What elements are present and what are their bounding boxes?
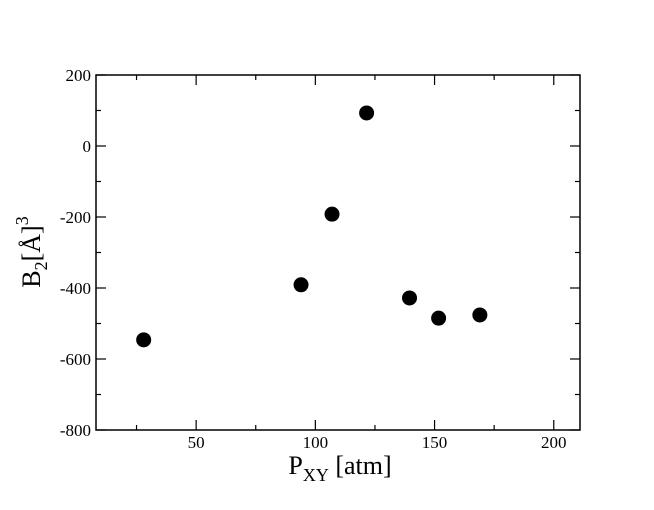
- point: [324, 206, 340, 222]
- x-tick-label: 100: [303, 433, 329, 452]
- y-tick-label: 0: [83, 137, 92, 156]
- point: [472, 307, 488, 323]
- point: [402, 290, 418, 306]
- x-tick-label: 50: [188, 433, 205, 452]
- y-tick-label: -600: [60, 350, 91, 369]
- x-tick-label: 150: [422, 433, 448, 452]
- y-label-rest: [Å]: [17, 225, 46, 261]
- y-tick-label: 200: [66, 66, 92, 85]
- y-tick-label: -200: [60, 208, 91, 227]
- x-label-main: P: [288, 451, 302, 480]
- point: [359, 105, 375, 121]
- y-tick-label: -800: [60, 421, 91, 440]
- x-label-sub: XY: [303, 465, 329, 485]
- x-label-rest: [atm]: [329, 451, 392, 480]
- point: [136, 332, 152, 348]
- y-axis-label: B2[Å]3: [12, 216, 51, 287]
- point: [293, 277, 309, 293]
- point: [431, 310, 447, 326]
- y-tick-label: -400: [60, 279, 91, 298]
- y-label-sup: 3: [12, 216, 32, 225]
- y-label-sub: 2: [31, 261, 51, 270]
- y-label-main: B: [17, 270, 46, 287]
- plot-frame: [95, 74, 581, 431]
- x-tick-label: 200: [541, 433, 567, 452]
- x-axis-label: PXY [atm]: [288, 451, 391, 485]
